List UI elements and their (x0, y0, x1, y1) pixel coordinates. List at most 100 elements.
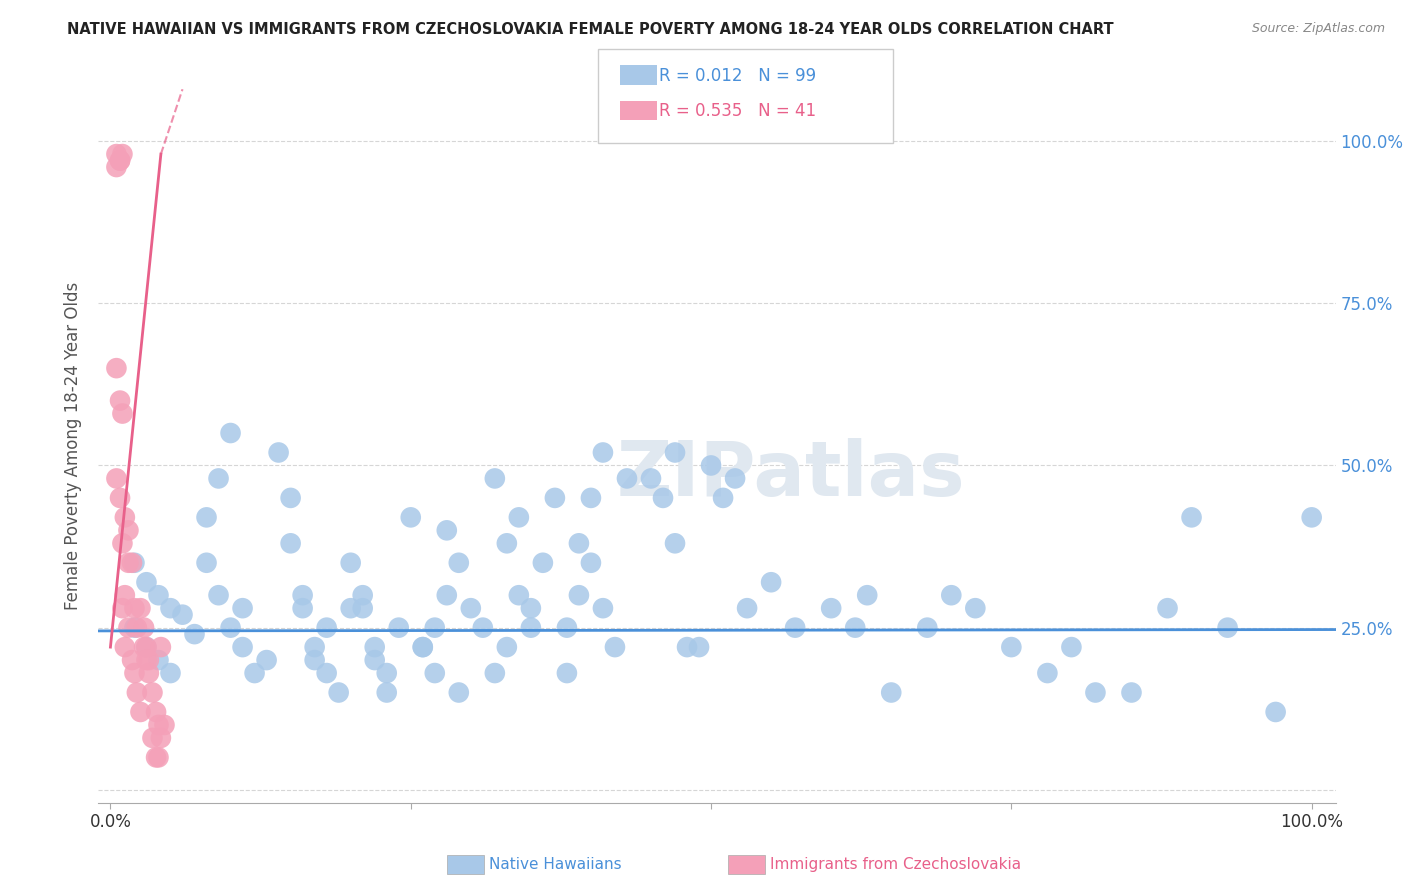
Point (145, 750, 167, 764)
Point (121, 556, 143, 570)
Point (124, 556, 146, 570)
Point (1264, 705, 1286, 719)
Point (688, 640, 710, 654)
Point (328, 685, 350, 699)
Point (148, 653, 170, 667)
Point (111, 601, 134, 615)
Point (114, 640, 136, 654)
Point (149, 640, 172, 654)
Point (531, 556, 554, 570)
Point (280, 536, 302, 550)
Point (447, 556, 470, 570)
Point (304, 640, 326, 654)
Point (616, 471, 638, 485)
Point (132, 621, 155, 635)
Point (291, 601, 314, 615)
Point (207, 471, 229, 485)
Text: R = 0.535   N = 41: R = 0.535 N = 41 (659, 103, 817, 120)
Point (399, 510, 422, 524)
Point (108, 393, 131, 408)
Text: Native Hawaiians: Native Hawaiians (489, 857, 621, 871)
Point (108, 153, 131, 168)
Text: ZIPatlas: ZIPatlas (617, 438, 966, 511)
Point (141, 685, 163, 699)
Point (664, 536, 686, 550)
Point (183, 627, 205, 641)
Point (508, 588, 530, 602)
Point (153, 718, 176, 732)
Point (129, 601, 152, 615)
Point (412, 640, 434, 654)
Point (423, 621, 446, 635)
Point (132, 640, 155, 654)
Point (495, 536, 517, 550)
Point (460, 601, 482, 615)
Point (195, 556, 218, 570)
Point (364, 640, 387, 654)
Point (124, 601, 146, 615)
Point (135, 640, 157, 654)
Point (108, 491, 131, 505)
Point (256, 653, 278, 667)
Point (520, 601, 543, 615)
Point (555, 621, 578, 635)
Point (785, 621, 807, 635)
Point (520, 621, 543, 635)
Point (880, 685, 903, 699)
Point (352, 588, 374, 602)
Point (148, 750, 170, 764)
Point (592, 445, 614, 459)
Point (484, 666, 506, 681)
Point (568, 536, 591, 550)
Point (339, 556, 361, 570)
Point (232, 601, 254, 615)
Point (267, 445, 290, 459)
Point (652, 491, 675, 505)
Point (352, 601, 374, 615)
Point (844, 621, 866, 635)
Point (412, 640, 434, 654)
Point (568, 588, 591, 602)
Point (941, 588, 963, 602)
Point (856, 588, 879, 602)
Point (640, 471, 662, 485)
Point (664, 445, 686, 459)
Point (711, 491, 734, 505)
Point (105, 147, 128, 161)
Point (243, 666, 266, 681)
Point (117, 524, 139, 538)
Point (135, 653, 157, 667)
Point (121, 653, 143, 667)
Point (145, 705, 167, 719)
Point (508, 510, 530, 524)
Point (149, 731, 172, 745)
Point (135, 575, 157, 590)
Point (172, 607, 194, 622)
Text: Source: ZipAtlas.com: Source: ZipAtlas.com (1251, 22, 1385, 36)
Point (315, 621, 337, 635)
Point (117, 556, 139, 570)
Text: Immigrants from Czechoslovakia: Immigrants from Czechoslovakia (770, 857, 1022, 871)
Point (159, 666, 181, 681)
Point (555, 666, 578, 681)
Point (125, 685, 148, 699)
Point (219, 621, 242, 635)
Point (291, 588, 314, 602)
Point (111, 536, 134, 550)
Y-axis label: Female Poverty Among 18-24 Year Olds: Female Poverty Among 18-24 Year Olds (65, 282, 83, 610)
Point (111, 147, 134, 161)
Point (1084, 685, 1107, 699)
Point (339, 601, 361, 615)
Point (579, 556, 602, 570)
Point (232, 640, 254, 654)
Point (436, 524, 458, 538)
Point (129, 705, 152, 719)
Point (1036, 666, 1059, 681)
Point (315, 666, 337, 681)
Point (364, 653, 387, 667)
Point (105, 160, 128, 174)
Point (820, 601, 842, 615)
Point (108, 153, 131, 168)
Point (484, 471, 506, 485)
Point (280, 491, 302, 505)
